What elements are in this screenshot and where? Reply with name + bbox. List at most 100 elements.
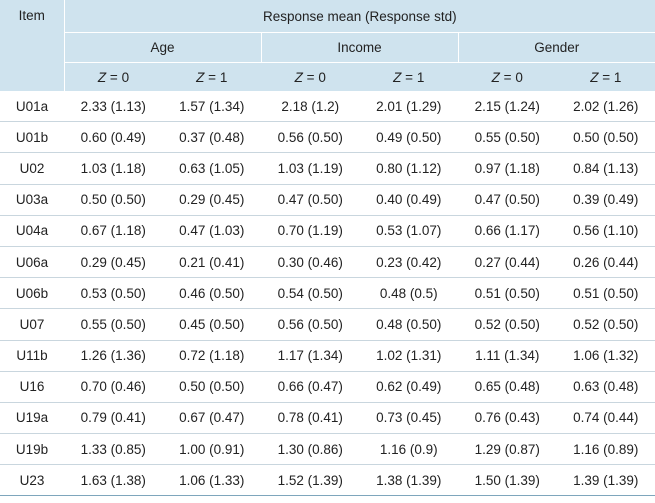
- item-cell: U11b: [0, 340, 64, 372]
- value-cell: 0.66 (0.47): [261, 371, 360, 403]
- value-cell: 0.51 (0.50): [556, 277, 655, 310]
- value-cell: 0.67 (0.47): [162, 402, 261, 435]
- value-cell: 0.53 (1.07): [359, 215, 458, 247]
- value-cell: 0.50 (0.50): [556, 121, 655, 154]
- value-cell: 0.50 (0.50): [64, 184, 163, 216]
- value-cell: 1.02 (1.31): [359, 340, 458, 372]
- value-cell: 0.53 (0.50): [64, 277, 163, 310]
- item-cell: U02: [0, 152, 64, 185]
- item-cell: U06a: [0, 246, 64, 279]
- item-cell: U19a: [0, 402, 64, 435]
- value-cell: 2.33 (1.13): [64, 91, 163, 123]
- value-cell: 0.47 (0.50): [458, 184, 557, 216]
- item-cell: U03a: [0, 184, 64, 216]
- value-cell: 0.70 (0.46): [64, 371, 163, 403]
- value-cell: 0.78 (0.41): [261, 402, 360, 435]
- value-cell: 0.74 (0.44): [556, 402, 655, 435]
- value-cell: 1.29 (0.87): [458, 433, 557, 466]
- value-cell: 0.76 (0.43): [458, 402, 557, 435]
- value-cell: 1.33 (0.85): [64, 433, 163, 466]
- item-cell: U19b: [0, 433, 64, 466]
- table-row: U04a 0.67 (1.18) 0.47 (1.03) 0.70 (1.19) 0.5…: [0, 215, 655, 247]
- value-cell: 0.97 (1.18): [458, 152, 557, 185]
- value-cell: 1.52 (1.39): [261, 464, 360, 497]
- table-header: Item Response mean (Response std) Age In…: [0, 0, 655, 91]
- item-cell: U01b: [0, 121, 64, 154]
- z-level-value: 0: [121, 69, 130, 85]
- value-cell: 0.84 (1.13): [556, 152, 655, 185]
- group-header: Response mean (Response std): [64, 0, 655, 33]
- item-cell: U04a: [0, 215, 64, 247]
- value-cell: 0.39 (0.49): [556, 184, 655, 216]
- value-cell: 2.02 (1.26): [556, 91, 655, 123]
- value-cell: 0.63 (0.48): [556, 371, 655, 403]
- value-cell: 1.17 (1.34): [261, 340, 360, 372]
- value-cell: 0.37 (0.48): [162, 121, 261, 154]
- z-level-header: Z = 1: [359, 62, 458, 91]
- value-cell: 1.16 (0.9): [359, 433, 458, 466]
- value-cell: 0.21 (0.41): [162, 246, 261, 279]
- value-cell: 1.38 (1.39): [359, 464, 458, 497]
- table-row: U01a 2.33 (1.13) 1.57 (1.34) 2.18 (1.2) 2.01…: [0, 91, 655, 123]
- value-cell: 1.57 (1.34): [162, 91, 261, 123]
- value-cell: 0.50 (0.50): [162, 371, 261, 403]
- item-cell: U07: [0, 308, 64, 341]
- table-body: U01a 2.33 (1.13) 1.57 (1.34) 2.18 (1.2) 2.01…: [0, 91, 655, 497]
- item-cell: U16: [0, 371, 64, 403]
- value-cell: 0.54 (0.50): [261, 277, 360, 310]
- z-variable: Z: [294, 69, 303, 85]
- table-row: U01b 0.60 (0.49) 0.37 (0.48) 0.56 (0.50) 0.4…: [0, 121, 655, 154]
- value-cell: 1.50 (1.39): [458, 464, 557, 497]
- value-cell: 1.26 (1.36): [64, 340, 163, 372]
- value-cell: 0.80 (1.12): [359, 152, 458, 185]
- value-cell: 1.30 (0.86): [261, 433, 360, 466]
- table-row: U06b 0.53 (0.50) 0.46 (0.50) 0.54 (0.50) 0.4…: [0, 277, 655, 310]
- value-cell: 0.47 (1.03): [162, 215, 261, 247]
- value-cell: 0.40 (0.49): [359, 184, 458, 216]
- value-cell: 0.67 (1.18): [64, 215, 163, 247]
- value-cell: 0.27 (0.44): [458, 246, 557, 279]
- value-cell: 0.23 (0.42): [359, 246, 458, 279]
- z-level-value: 1: [219, 69, 228, 85]
- z-level-value: 1: [416, 69, 425, 85]
- subgroup-income: Income: [260, 32, 459, 63]
- value-cell: 0.60 (0.49): [64, 121, 163, 154]
- value-cell: 2.18 (1.2): [261, 91, 360, 123]
- subgroup-gender: Gender: [458, 32, 655, 63]
- z-variable: Z: [196, 69, 205, 85]
- value-cell: 1.03 (1.18): [64, 152, 163, 185]
- z-variable: Z: [590, 69, 599, 85]
- item-cell: U23: [0, 464, 64, 497]
- value-cell: 0.51 (0.50): [458, 277, 557, 310]
- z-level-header: Z = 0: [261, 62, 360, 91]
- z-level-header: Z = 0: [458, 62, 557, 91]
- value-cell: 2.15 (1.24): [458, 91, 557, 123]
- z-level-value: 1: [613, 69, 622, 85]
- value-cell: 0.52 (0.50): [458, 308, 557, 341]
- item-column-header: Item: [0, 0, 65, 91]
- value-cell: 0.56 (1.10): [556, 215, 655, 247]
- item-cell: U06b: [0, 277, 64, 310]
- value-cell: 0.63 (1.05): [162, 152, 261, 185]
- value-cell: 1.03 (1.19): [261, 152, 360, 185]
- table-row: U02 1.03 (1.18) 0.63 (1.05) 1.03 (1.19) 0.80…: [0, 152, 655, 185]
- value-cell: 0.73 (0.45): [359, 402, 458, 435]
- value-cell: 0.55 (0.50): [458, 121, 557, 154]
- z-level-header: Z = 1: [556, 62, 655, 91]
- value-cell: 0.65 (0.48): [458, 371, 557, 403]
- table-row: U07 0.55 (0.50) 0.45 (0.50) 0.56 (0.50) 0.48…: [0, 308, 655, 341]
- value-cell: 0.48 (0.50): [359, 308, 458, 341]
- z-variable: Z: [491, 69, 500, 85]
- value-cell: 0.49 (0.50): [359, 121, 458, 154]
- value-cell: 0.52 (0.50): [556, 308, 655, 341]
- value-cell: 1.39 (1.39): [556, 464, 655, 497]
- value-cell: 0.70 (1.19): [261, 215, 360, 247]
- z-variable: Z: [97, 69, 107, 85]
- value-cell: 0.72 (1.18): [162, 340, 261, 372]
- value-cell: 1.11 (1.34): [458, 340, 557, 372]
- value-cell: 0.45 (0.50): [162, 308, 261, 341]
- value-cell: 0.30 (0.46): [261, 246, 360, 279]
- value-cell: 2.01 (1.29): [359, 91, 458, 123]
- value-cell: 0.56 (0.50): [261, 121, 360, 154]
